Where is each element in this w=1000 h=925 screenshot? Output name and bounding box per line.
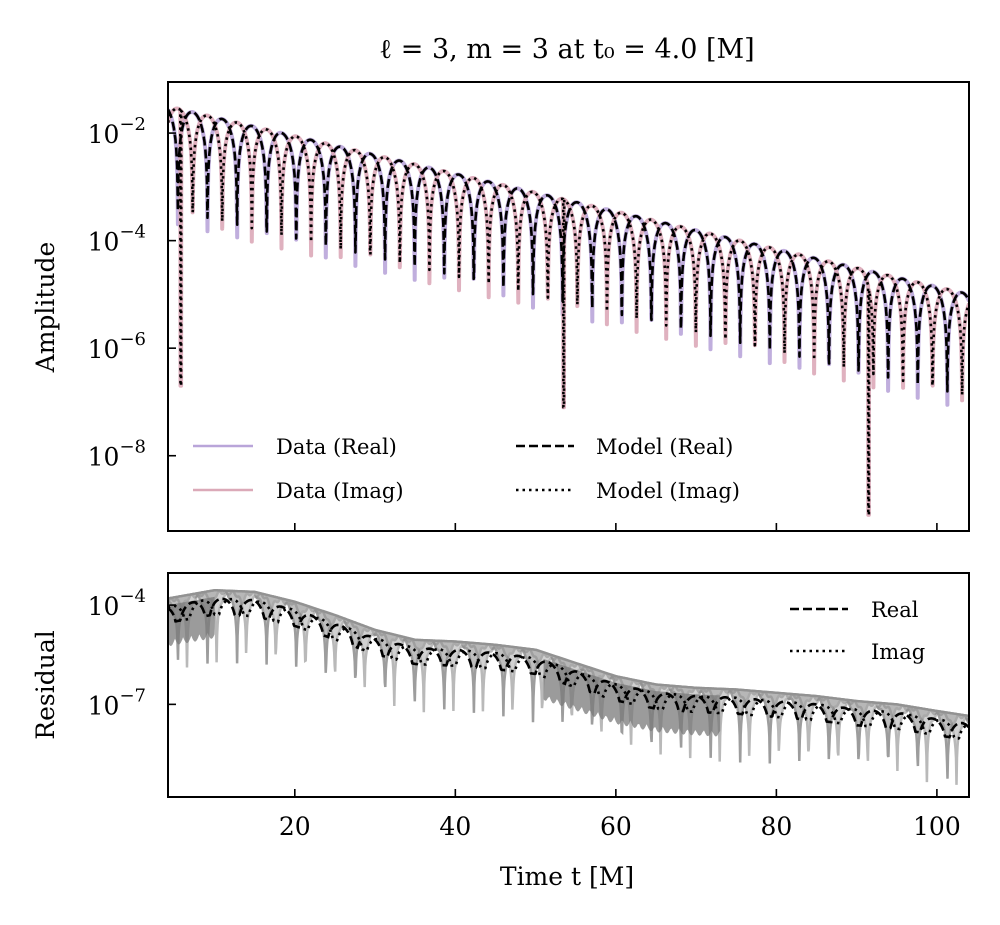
residual-dark-region: [543, 659, 721, 737]
y-tick-label: 10−2: [88, 114, 146, 149]
legend-label-imag: Imag: [871, 640, 925, 664]
legend-label-real: Real: [871, 598, 919, 622]
series-model-real: [168, 108, 969, 393]
y-tick-label: 10−6: [88, 329, 146, 364]
residual-x-ticks: 20 40 60 80 100: [279, 789, 961, 841]
x-tick-label: 20: [279, 812, 311, 841]
x-axis-label: Time t [M]: [500, 862, 634, 891]
legend-label-data-imag: Data (Imag): [276, 479, 404, 503]
x-tick-label: 40: [439, 812, 471, 841]
amplitude-x-ticks: [294, 523, 938, 531]
series-data-real: [168, 108, 969, 407]
legend-item-data-real: Data (Real): [193, 435, 397, 459]
amplitude-y-ticks: 10−2 10−4 10−6 10−8: [88, 114, 176, 472]
residual-panel: 20 40 60 80 100 10−4 10−7 Residual Time t [M]…: [31, 572, 970, 891]
y-tick-label: 10−7: [88, 685, 146, 720]
x-tick-label: 60: [600, 812, 632, 841]
chart-title: ℓ = 3, m = 3 at t₀ = 4.0 [M]: [379, 34, 754, 65]
amplitude-series-group: [168, 106, 969, 517]
legend-label-data-real: Data (Real): [276, 435, 397, 459]
legend-item-imag: Imag: [790, 640, 925, 664]
amplitude-panel: 10−2 10−4 10−6 10−8 Amplitude Data (Real) D…: [31, 81, 970, 532]
residual-y-ticks: 10−4 10−7: [88, 586, 176, 720]
residual-series-group: [168, 588, 969, 785]
legend-label-model-imag: Model (Imag): [596, 479, 740, 503]
amplitude-y-label: Amplitude: [31, 242, 60, 374]
residual-y-label: Residual: [31, 630, 60, 739]
residual-band-imag: [168, 588, 969, 785]
legend-item-model-real: Model (Real): [516, 435, 733, 459]
y-tick-label: 10−4: [88, 222, 146, 257]
residual-legend: Real Imag: [790, 598, 925, 664]
x-tick-label: 80: [760, 812, 792, 841]
legend-item-model-imag: Model (Imag): [516, 479, 740, 503]
residual-line-real: [168, 597, 969, 739]
x-tick-label: 100: [913, 812, 961, 841]
series-model-imag: [168, 107, 969, 517]
legend-label-model-real: Model (Real): [596, 435, 733, 459]
y-tick-label: 10−4: [88, 586, 146, 621]
amplitude-legend: Data (Real) Data (Imag) Model (Real) Mod…: [193, 435, 740, 503]
amplitude-axes-frame: [167, 81, 970, 532]
legend-item-data-imag: Data (Imag): [193, 479, 404, 503]
residual-axes-frame: [167, 572, 970, 798]
legend-item-real: Real: [790, 598, 919, 622]
y-tick-label: 10−8: [88, 437, 146, 472]
